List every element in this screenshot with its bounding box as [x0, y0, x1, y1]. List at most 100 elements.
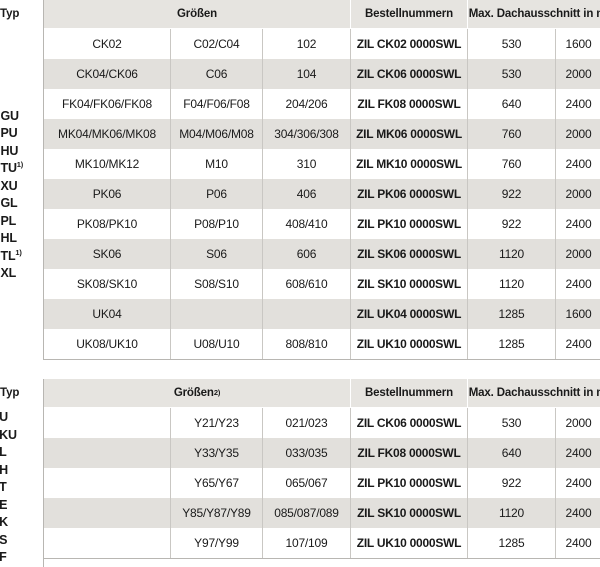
cell-groesse-2: S06: [171, 239, 263, 269]
cell-groesse-1: PK08/PK10: [44, 209, 171, 239]
typ-code-label: VK: [0, 515, 8, 529]
table-row: UK08/UK10 U08/U10 808/810 ZIL UK10 0000SWL 1…: [44, 329, 600, 359]
cell-dachausschnitt-hoehe: 2000: [565, 416, 592, 430]
product-table-1: Typ GGUGPUGHUGTU1)GXUGGLGPLGHLGTL1)GXL G…: [0, 0, 600, 360]
typ-code-label: VT: [0, 480, 7, 494]
cell-bestellnummer: ZIL CK06 0000SWL: [351, 59, 468, 89]
cell-bestellnummer: ZIL PK10 0000SWL: [351, 209, 468, 239]
typ-code-label: GGU: [0, 108, 19, 123]
cell-groesse-3: 085/087/089: [263, 498, 351, 528]
cell-groesse-3: 065/067: [263, 468, 351, 498]
typ-code: GHU: [0, 143, 43, 161]
typ-code-label: VS: [0, 532, 8, 547]
cell-groesse-1: FK04/FK06/FK08: [44, 89, 171, 119]
cell-dachausschnitt-breite: 1285: [468, 329, 556, 359]
header-groessen-label-2: Größen: [173, 387, 214, 399]
typ-code-label: VE: [0, 497, 8, 512]
typ-code: VH: [0, 462, 43, 480]
typ-column-header-1: Typ: [0, 8, 20, 20]
cell-groesse-2: P06: [171, 179, 263, 209]
cell-groesse-1: [44, 498, 171, 528]
cell-groesse-2: C02/C04: [171, 29, 263, 59]
cell-dachausschnitt-breite: 760: [468, 149, 556, 179]
cell-bestellnummer: ZIL PK10 0000SWL: [351, 468, 468, 498]
cell-groesse-1: [44, 528, 171, 558]
cell-groesse-1: CK04/CK06: [44, 59, 171, 89]
typ-code: VU: [0, 409, 43, 427]
header-dachausschnitt-1: Max. Dachausschnitt in m: [468, 8, 600, 20]
cell-groesse-2: [171, 299, 263, 329]
header-groessen-label-1: Größen: [177, 8, 217, 20]
cell-groesse-1: SK08/SK10: [44, 269, 171, 299]
cell-groesse-1: SK06: [44, 239, 171, 269]
table-row: PK08/PK10 P08/P10 408/410 ZIL PK10 0000SWL 9…: [44, 209, 600, 239]
table-row: Y65/Y67 065/067 ZIL PK10 0000SWL 922 2400: [44, 468, 600, 498]
cell-groesse-2: Y65/Y67: [171, 468, 263, 498]
typ-code: VS: [0, 532, 43, 550]
table-row: Y21/Y23 021/023 ZIL CK06 0000SWL 530 2000: [44, 408, 600, 438]
cell-groesse-1: [44, 468, 171, 498]
cell-groesse-3: 107/109: [263, 528, 351, 558]
table-row: CK04/CK06 C06 104 ZIL CK06 0000SWL 530 2000: [44, 59, 600, 89]
cell-dachausschnitt-hoehe: 2000: [565, 67, 592, 81]
table-bottom-border-2: [44, 558, 600, 559]
typ-code-list-1: GGUGPUGHUGTU1)GXUGGLGPLGHLGTL1)GXL: [0, 28, 43, 360]
cell-groesse-3: 102: [263, 29, 351, 59]
cell-dachausschnitt-breite: 922: [468, 179, 556, 209]
cell-groesse-3: 808/810: [263, 329, 351, 359]
typ-code-label: VF: [0, 550, 7, 564]
cell-dachausschnitt-breite: 922: [468, 468, 556, 498]
typ-code-label: GPL: [0, 213, 17, 228]
table-header-row-1: Größen Bestellnummern Max. Dachausschnit…: [44, 0, 600, 28]
cell-groesse-3: 608/610: [263, 269, 351, 299]
typ-code: VE: [0, 497, 43, 515]
typ-code-label: GHU: [0, 143, 19, 158]
header-groessen-2: Größen 2): [44, 379, 351, 407]
cell-dachausschnitt-hoehe: 2400: [565, 97, 592, 111]
typ-code: VT: [0, 479, 43, 497]
cell-bestellnummer: ZIL MK06 0000SWL: [351, 119, 468, 149]
cell-bestellnummer: ZIL UK10 0000SWL: [351, 329, 468, 359]
table-row: MK10/MK12 M10 310 ZIL MK10 0000SWL 760 2400: [44, 149, 600, 179]
typ-code: GGU: [0, 108, 43, 126]
cell-dachausschnitt-hoehe: 2000: [565, 187, 592, 201]
cell-bestellnummer: ZIL SK10 0000SWL: [351, 269, 468, 299]
cell-dachausschnitt-hoehe: 2400: [565, 536, 592, 550]
cell-dachausschnitt-hoehe: 2400: [565, 476, 592, 490]
cell-bestellnummer: ZIL CK06 0000SWL: [351, 408, 468, 438]
cell-groesse-2: Y97/Y99: [171, 528, 263, 558]
cell-groesse-1: PK06: [44, 179, 171, 209]
cell-dachausschnitt-breite: 1120: [468, 498, 556, 528]
cell-dachausschnitt-hoehe: 2000: [565, 247, 592, 261]
cell-groesse-1: UK04: [44, 299, 171, 329]
table-row: MK04/MK06/MK08 M04/M06/M08 304/306/308 ZIL …: [44, 119, 600, 149]
header-bestellnummern-2: Bestellnummern: [351, 379, 468, 407]
cell-dachausschnitt-breite: 530: [468, 408, 556, 438]
table-row: Y97/Y99 107/109 ZIL UK10 0000SWL 1285 2400: [44, 528, 600, 558]
typ-code: GTU1): [0, 160, 43, 178]
cell-dachausschnitt-hoehe: 2400: [565, 217, 592, 231]
header-groessen-1: Größen: [44, 0, 351, 28]
cell-dachausschnitt-hoehe: 2400: [565, 506, 592, 520]
typ-code-list-2: VU VKU VL VH VT VE VK VS VF: [0, 407, 43, 567]
typ-code-label: GTU: [0, 161, 17, 175]
table-bottom-border-1: [44, 359, 600, 360]
cell-bestellnummer: ZIL FK08 0000SWL: [351, 438, 468, 468]
cell-dachausschnitt-breite: 1120: [468, 239, 556, 269]
cell-dachausschnitt-breite: 640: [468, 438, 556, 468]
cell-dachausschnitt-hoehe: 1600: [565, 37, 592, 51]
cell-dachausschnitt-breite: 1285: [468, 299, 556, 329]
cell-dachausschnitt-breite: 530: [468, 29, 556, 59]
typ-code-label: GHL: [0, 231, 17, 245]
typ-code: GGL: [0, 195, 43, 213]
cell-bestellnummer: ZIL UK04 0000SWL: [351, 299, 468, 329]
typ-code: GXU: [0, 178, 43, 196]
cell-dachausschnitt-breite: 922: [468, 209, 556, 239]
cell-dachausschnitt-hoehe: 2400: [565, 277, 592, 291]
cell-groesse-2: P08/P10: [171, 209, 263, 239]
cell-dachausschnitt-hoehe: 1600: [565, 307, 592, 321]
table-row: Y33/Y35 033/035 ZIL FK08 0000SWL 640 2400: [44, 438, 600, 468]
cell-groesse-3: [263, 299, 351, 329]
typ-code: VKU: [0, 427, 43, 445]
